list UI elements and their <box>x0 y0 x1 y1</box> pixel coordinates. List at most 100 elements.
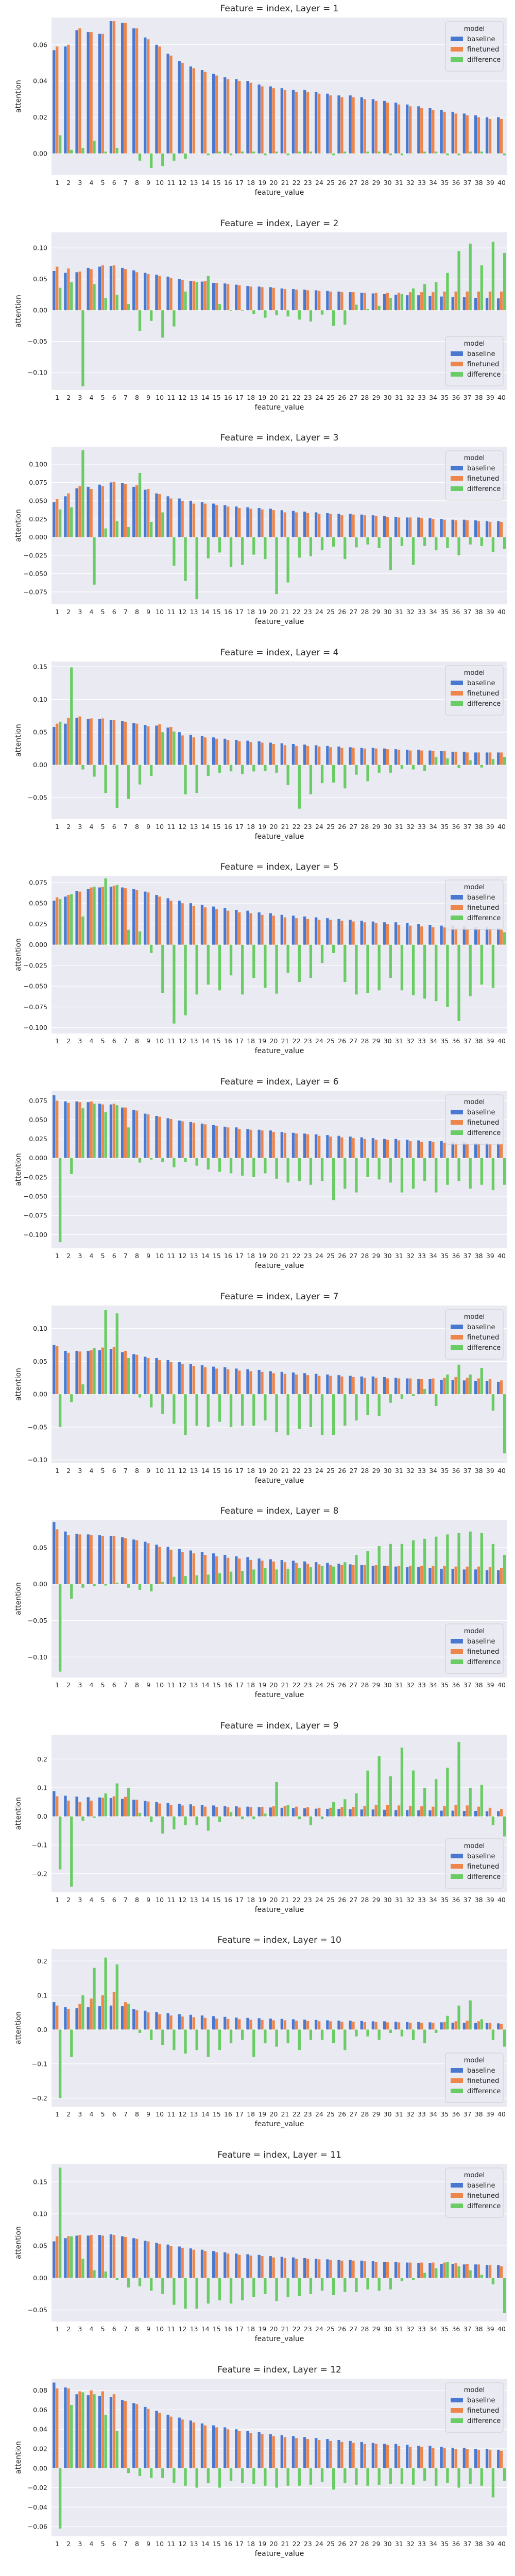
bar-difference <box>355 765 358 775</box>
bar-difference <box>446 1374 449 1394</box>
bar-finetuned <box>67 895 70 945</box>
x-tick-label: 26 <box>338 1037 346 1045</box>
bar-difference <box>480 2468 483 2486</box>
bar-baseline <box>474 1569 477 1584</box>
x-tick-label: 27 <box>349 1252 357 1260</box>
bar-difference <box>298 1158 301 1181</box>
x-tick-label: 28 <box>360 608 369 616</box>
bar-difference <box>127 527 130 537</box>
bar-finetuned <box>374 1377 377 1394</box>
bar-difference <box>446 1534 449 1584</box>
bar-finetuned <box>443 291 446 310</box>
y-tick-label: 0.00 <box>33 2274 47 2282</box>
bar-finetuned <box>249 1371 252 1394</box>
bar-baseline <box>98 33 101 154</box>
bar-difference <box>195 765 198 793</box>
bar-baseline <box>87 1534 90 1584</box>
bar-baseline <box>155 2410 158 2468</box>
bar-difference <box>161 2278 164 2294</box>
bar-baseline <box>303 289 306 310</box>
bar-difference <box>423 537 426 546</box>
bar-baseline <box>337 2439 340 2468</box>
x-tick-label: 1 <box>55 1681 59 1689</box>
bar-finetuned <box>420 1566 423 1584</box>
facet-chart-layer-5: −0.100−0.075−0.050−0.0250.0000.0250.0500… <box>14 862 507 1055</box>
bar-finetuned <box>477 291 480 310</box>
bar-difference <box>389 297 392 310</box>
chart-title: Feature = index, Layer = 6 <box>220 1077 339 1087</box>
bar-finetuned <box>90 1101 93 1158</box>
bar-baseline <box>303 1561 306 1584</box>
bar-finetuned <box>56 2236 59 2278</box>
bar-baseline <box>246 911 249 945</box>
y-axis-label: attention <box>14 1368 23 1401</box>
legend-swatch-difference <box>451 486 463 492</box>
x-tick-label: 3 <box>78 1252 82 1260</box>
bar-difference <box>115 1583 118 1584</box>
x-tick-label: 30 <box>384 2110 392 2118</box>
bar-baseline <box>474 1143 477 1158</box>
bar-difference <box>411 537 415 565</box>
bar-baseline <box>462 1569 466 1584</box>
bar-finetuned <box>283 2258 286 2278</box>
bar-baseline <box>75 1534 78 1584</box>
bar-finetuned <box>78 891 81 945</box>
x-tick-label: 36 <box>452 1252 460 1260</box>
x-tick-label: 31 <box>395 2325 403 2333</box>
bar-difference <box>173 1577 176 1584</box>
bar-difference <box>70 149 73 154</box>
bar-difference <box>491 2468 495 2498</box>
bar-baseline <box>109 1348 113 1394</box>
x-tick-label: 40 <box>497 608 506 616</box>
bar-difference <box>400 2468 404 2484</box>
bar-difference <box>400 537 404 546</box>
bar-finetuned <box>215 1556 218 1584</box>
bar-finetuned <box>477 1143 480 1158</box>
bar-finetuned <box>56 1796 59 1817</box>
x-tick-label: 40 <box>497 2540 506 2548</box>
bar-finetuned <box>215 2427 218 2468</box>
bar-baseline <box>121 2006 124 2030</box>
bar-baseline <box>269 742 272 765</box>
x-tick-label: 31 <box>395 2110 403 2118</box>
bar-difference <box>469 1374 472 1394</box>
x-tick-label: 31 <box>395 394 403 401</box>
x-tick-label: 35 <box>440 1681 449 1689</box>
bar-finetuned <box>90 32 93 154</box>
x-tick-label: 4 <box>89 179 93 187</box>
bar-baseline <box>200 502 204 537</box>
bar-difference <box>138 1394 142 1398</box>
bar-finetuned <box>215 2252 218 2278</box>
x-tick-label: 2 <box>66 1467 71 1475</box>
bar-baseline <box>406 1140 409 1158</box>
bar-baseline <box>75 30 78 154</box>
bar-finetuned <box>352 1565 355 1584</box>
bar-baseline <box>383 748 386 765</box>
x-tick-label: 14 <box>201 1896 210 1904</box>
bar-finetuned <box>124 1350 127 1394</box>
bar-baseline <box>394 1377 398 1394</box>
x-tick-label: 23 <box>304 179 312 187</box>
bar-baseline <box>189 735 193 765</box>
x-tick-label: 35 <box>440 179 449 187</box>
x-tick-label: 25 <box>327 2325 335 2333</box>
bar-difference <box>480 1158 483 1185</box>
x-tick-label: 3 <box>78 1037 82 1045</box>
bar-difference <box>344 1394 347 1426</box>
bar-baseline <box>280 2019 284 2030</box>
bar-finetuned <box>169 277 173 310</box>
bar-finetuned <box>295 289 298 310</box>
bar-difference <box>104 2414 107 2468</box>
bar-finetuned <box>363 515 366 537</box>
bar-difference <box>252 945 255 978</box>
bar-baseline <box>394 517 398 537</box>
bar-baseline <box>371 2261 375 2278</box>
bar-baseline <box>269 2434 272 2468</box>
bar-finetuned <box>340 515 344 537</box>
bar-difference <box>298 537 301 558</box>
legend-swatch-difference <box>451 57 463 62</box>
bar-difference <box>423 283 426 310</box>
y-tick-label: 0.00 <box>33 761 47 769</box>
bar-baseline <box>258 2255 261 2278</box>
bar-finetuned <box>500 2450 503 2468</box>
